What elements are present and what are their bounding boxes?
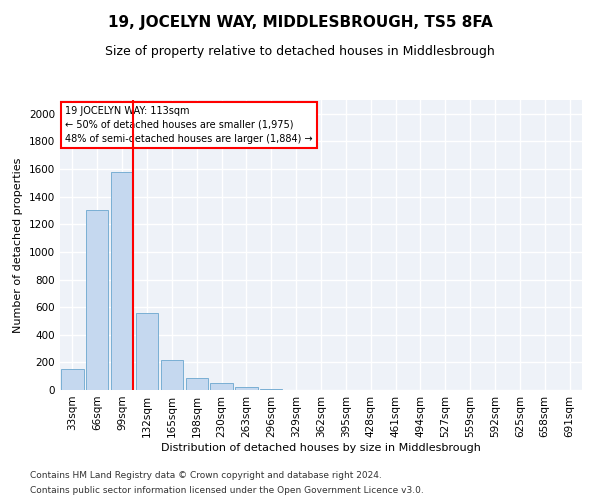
Bar [61,370,83,390]
Y-axis label: Number of detached properties: Number of detached properties [13,158,23,332]
Bar [111,172,133,390]
Bar [211,383,233,390]
Bar [86,210,109,390]
Bar [136,312,158,390]
Text: 19, JOCELYN WAY, MIDDLESBROUGH, TS5 8FA: 19, JOCELYN WAY, MIDDLESBROUGH, TS5 8FA [107,15,493,30]
Text: Size of property relative to detached houses in Middlesbrough: Size of property relative to detached ho… [105,45,495,58]
Bar [235,387,257,390]
Text: Contains HM Land Registry data © Crown copyright and database right 2024.: Contains HM Land Registry data © Crown c… [30,471,382,480]
Bar [161,360,183,390]
Bar [260,389,283,390]
Text: Contains public sector information licensed under the Open Government Licence v3: Contains public sector information licen… [30,486,424,495]
Text: 19 JOCELYN WAY: 113sqm
← 50% of detached houses are smaller (1,975)
48% of semi-: 19 JOCELYN WAY: 113sqm ← 50% of detached… [65,106,313,144]
Bar [185,378,208,390]
X-axis label: Distribution of detached houses by size in Middlesbrough: Distribution of detached houses by size … [161,442,481,452]
